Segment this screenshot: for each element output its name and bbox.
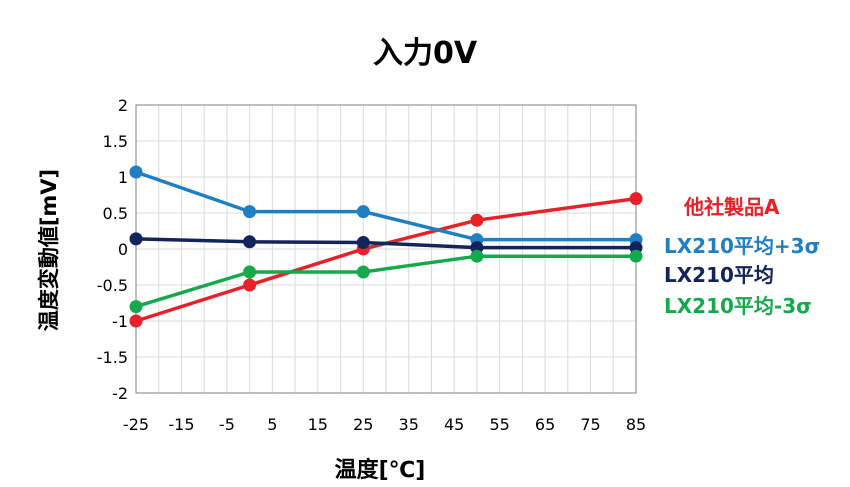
data-point-s0-4	[629, 192, 643, 206]
legend-entry-lx210-average: LX210平均	[664, 263, 774, 287]
x-tick-label: 45	[444, 415, 464, 434]
x-tick-label: 15	[308, 415, 328, 434]
data-point-s1-0	[129, 165, 143, 179]
data-point-s0-1	[243, 278, 257, 292]
data-point-s3-3	[470, 249, 484, 263]
legend-entry-lx210-plus-3sigma: LX210平均+3σ	[664, 234, 821, 258]
chart-title: 入力0V	[372, 36, 478, 71]
data-point-s0-0	[129, 314, 143, 328]
data-point-s1-2	[356, 205, 370, 219]
x-tick-label: 35	[399, 415, 419, 434]
data-point-s3-1	[243, 265, 257, 279]
y-axis-label: 温度変動値[mV]	[37, 168, 61, 332]
legend-entry-competitor-a: 他社製品A	[684, 195, 780, 219]
y-tick-label: 2	[118, 96, 128, 115]
data-point-s3-4	[629, 249, 643, 263]
x-tick-label: -15	[168, 415, 194, 434]
y-tick-label: 1	[118, 168, 128, 187]
y-tick-label: 0.5	[103, 204, 128, 223]
x-tick-label: -25	[123, 415, 149, 434]
y-tick-label: -1	[112, 312, 128, 331]
y-tick-label: 0	[118, 240, 128, 259]
legend-entry-lx210-minus-3sigma: LX210平均-3σ	[664, 294, 812, 318]
y-tick-label: -1.5	[97, 348, 128, 367]
y-tick-label: -0.5	[97, 276, 128, 295]
data-point-s1-1	[243, 205, 257, 219]
x-tick-label: 5	[267, 415, 277, 434]
x-tick-label: 85	[626, 415, 646, 434]
x-tick-label: 65	[535, 415, 555, 434]
y-tick-label: -2	[112, 384, 128, 403]
data-point-s2-0	[129, 232, 143, 246]
y-tick-labels: 2 1.5 1 0.5 0 -0.5 -1 -1.5 -2	[97, 96, 128, 403]
x-tick-labels: -25 -15 -5 5 15 25 35 45 55 65 75 85	[123, 415, 646, 434]
y-tick-label: 1.5	[103, 132, 128, 151]
x-tick-label: 55	[489, 415, 509, 434]
data-point-s2-2	[356, 236, 370, 249]
series-points	[129, 165, 643, 328]
data-point-s2-1	[243, 235, 257, 249]
x-tick-label: 75	[580, 415, 600, 434]
x-axis-label: 温度[℃]	[334, 458, 426, 483]
data-point-s3-2	[356, 265, 370, 279]
x-tick-label: -5	[219, 415, 235, 434]
data-point-s3-0	[129, 300, 143, 314]
data-point-s0-3	[470, 213, 484, 227]
x-tick-label: 25	[353, 415, 373, 434]
